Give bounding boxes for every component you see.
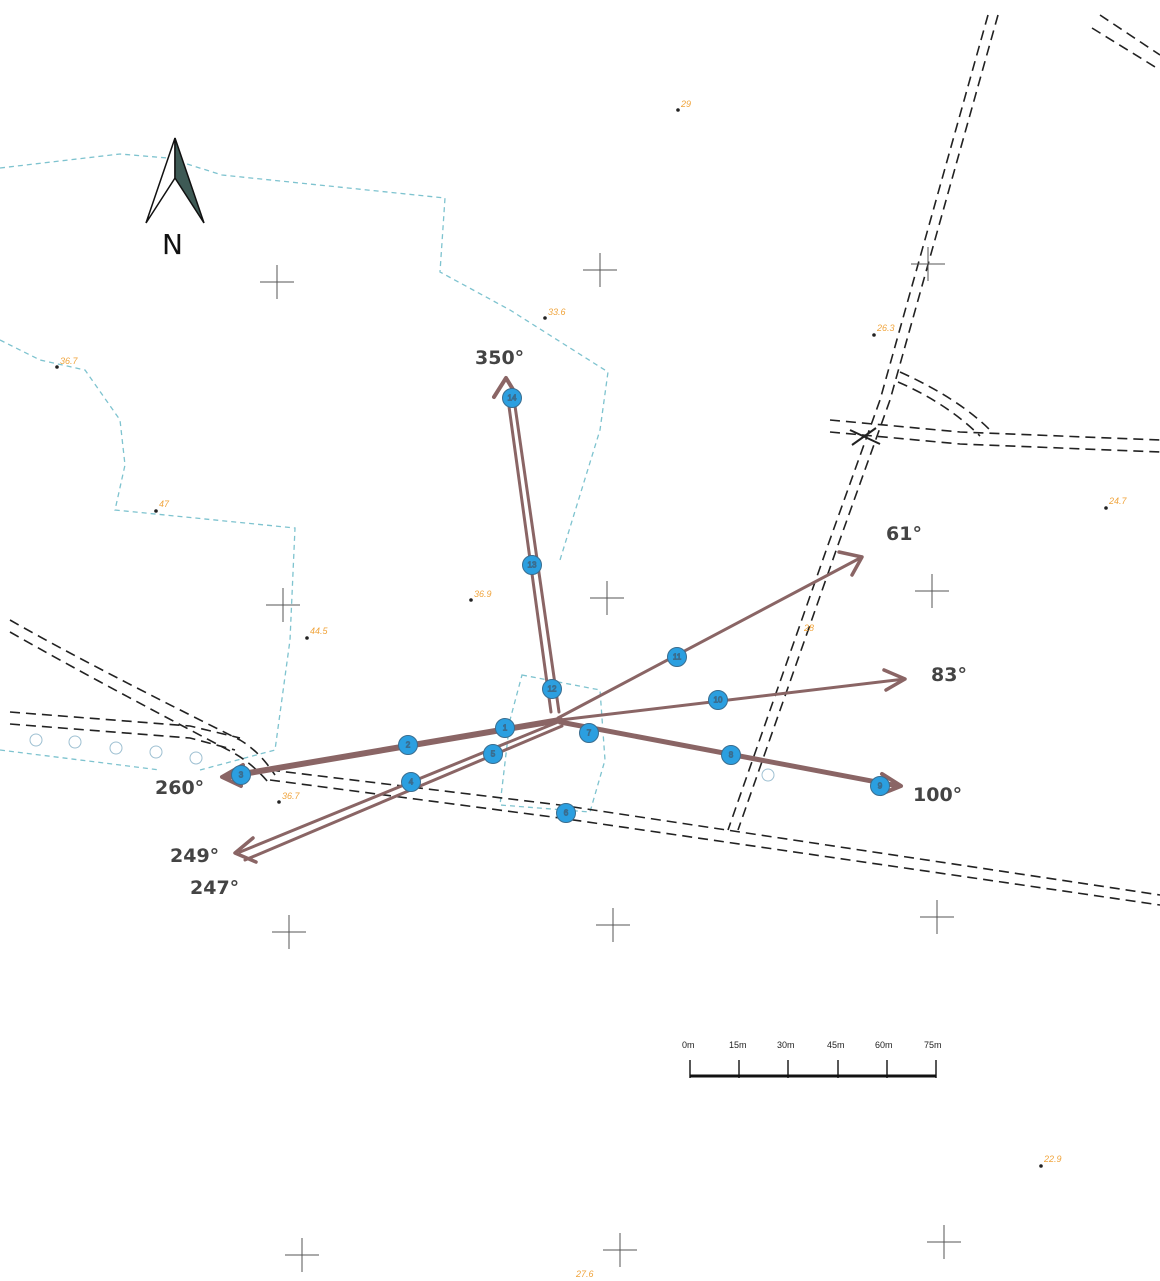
svg-text:10: 10 [714, 696, 723, 705]
marker-9: 9 [870, 776, 890, 796]
spot-height: 27.6 [575, 1269, 594, 1279]
svg-text:8: 8 [729, 751, 734, 760]
bearing-label-83: 83° [931, 664, 967, 686]
arrow-249-247 [233, 720, 564, 864]
boundary-bottom-left [0, 749, 161, 771]
roads [9, 14, 1160, 906]
survey-markers: 1 2 3 4 5 6 7 8 9 10 11 12 13 14 [231, 388, 890, 823]
bearing-label-100: 100° [913, 784, 962, 806]
road-left-c [9, 711, 241, 739]
scale-label: 30m [777, 1040, 795, 1050]
marker-4: 4 [401, 772, 421, 792]
bearing-labels: 350° 61° 83° 100° 260° 249° 247° [155, 347, 967, 899]
bearing-label-260: 260° [155, 777, 204, 799]
road-bottom-b [269, 779, 1160, 906]
north-letter: N [162, 228, 183, 261]
marker-10: 10 [708, 690, 728, 710]
boundary-top [0, 153, 609, 561]
road-right-a [829, 419, 1160, 441]
svg-text:4: 4 [409, 778, 414, 787]
road-right-b [829, 431, 1160, 453]
spot-heights: 29 33.6 36.7 26.3 47 24.7 36.9 44.5 28 3… [55, 99, 1128, 1279]
spot-height: 33.6 [548, 307, 566, 317]
svg-text:6: 6 [564, 809, 569, 818]
scale-label: 75m [924, 1040, 942, 1050]
svg-text:1: 1 [503, 724, 508, 733]
spot-height: 24.7 [1108, 496, 1128, 506]
scale-label: 60m [875, 1040, 893, 1050]
marker-12: 12 [542, 679, 562, 699]
arrow-83 [558, 668, 907, 722]
spot-height: 36.7 [282, 791, 301, 801]
road-top-right-a [1099, 14, 1160, 56]
spot-height: 36.9 [474, 589, 492, 599]
road-bottom-a [269, 769, 1160, 896]
scale-label: 15m [729, 1040, 747, 1050]
svg-text:5: 5 [491, 750, 496, 759]
boundary-lines [0, 153, 609, 813]
spot-height: 36.7 [60, 356, 79, 366]
scale-label: 45m [827, 1040, 845, 1050]
marker-14: 14 [502, 388, 522, 408]
marker-7: 7 [579, 723, 599, 743]
marker-5: 5 [483, 744, 503, 764]
svg-text:12: 12 [548, 685, 557, 694]
spot-height: 47 [159, 499, 170, 509]
boundary-left [0, 339, 296, 771]
grid-crosses [260, 247, 961, 1272]
junction-mark [849, 427, 881, 446]
svg-text:14: 14 [508, 394, 517, 403]
bearing-arrows [220, 376, 907, 864]
svg-text:7: 7 [587, 729, 592, 738]
scale-label: 0m [682, 1040, 695, 1050]
arrow-350 [492, 376, 561, 714]
road-left-d [9, 723, 236, 751]
road-diagonal-b [727, 14, 989, 831]
marker-8: 8 [721, 745, 741, 765]
spot-height: 22.9 [1043, 1154, 1062, 1164]
spot-height: 29 [680, 99, 691, 109]
marker-3: 3 [231, 765, 251, 785]
spot-height: 26.3 [876, 323, 895, 333]
hollow-circles [29, 733, 775, 782]
road-top-right-b [1091, 27, 1160, 71]
marker-2: 2 [398, 735, 418, 755]
bearing-label-247: 247° [190, 877, 239, 899]
road-curve-b [897, 381, 981, 437]
road-left-a [9, 619, 276, 776]
svg-text:13: 13 [528, 561, 537, 570]
marker-13: 13 [522, 555, 542, 575]
road-diagonal-a [737, 14, 999, 831]
road-curve-a [899, 371, 991, 431]
marker-6: 6 [556, 803, 576, 823]
bearing-label-249: 249° [170, 845, 219, 867]
scale-bar: 0m 15m 30m 45m 60m 75m [682, 1040, 942, 1078]
arrow-61 [556, 550, 864, 720]
north-arrow-icon: N [145, 137, 205, 261]
bearing-label-350: 350° [475, 347, 524, 369]
svg-text:3: 3 [239, 771, 244, 780]
svg-text:11: 11 [673, 653, 682, 662]
marker-11: 11 [667, 647, 687, 667]
marker-1: 1 [495, 718, 515, 738]
svg-text:9: 9 [878, 782, 883, 791]
svg-text:2: 2 [406, 741, 411, 750]
road-left-b [9, 631, 269, 783]
bearing-label-61: 61° [886, 523, 922, 545]
spot-height: 44.5 [310, 626, 329, 636]
spot-height: 28 [803, 623, 814, 633]
